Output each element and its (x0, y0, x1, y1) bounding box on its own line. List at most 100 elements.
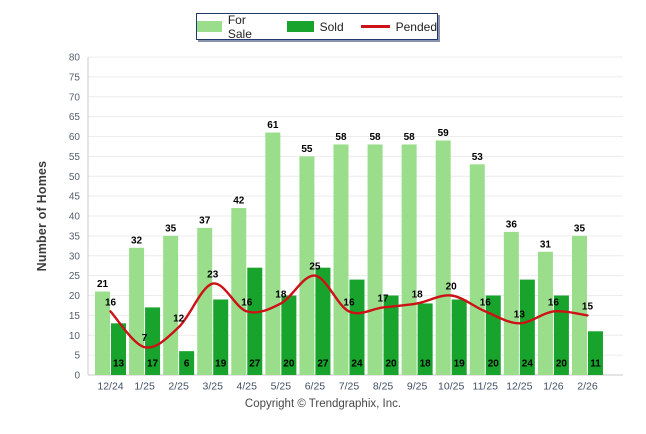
for-sale-bar (299, 156, 315, 375)
y-tick-label: 60 (69, 132, 81, 143)
sold-value-label: 24 (522, 359, 534, 370)
legend-item-pended: Pended (360, 19, 437, 34)
pended-value-label: 16 (343, 297, 355, 308)
x-tick-label: 8/25 (373, 381, 394, 393)
pended-value-label: 16 (105, 297, 117, 308)
legend-label-for-sale: For Sale (227, 12, 252, 41)
for-sale-bar (163, 235, 179, 375)
sold-value-label: 18 (420, 359, 432, 370)
y-tick-label: 80 (69, 53, 81, 64)
for-sale-bar (129, 247, 145, 375)
y-tick-label: 30 (69, 251, 81, 262)
for-sale-bar (367, 144, 383, 375)
sold-bar (111, 323, 126, 375)
y-tick-label: 55 (69, 152, 81, 163)
sold-value-label: 27 (317, 359, 329, 370)
for-sale-bar (435, 140, 451, 375)
pended-line (109, 274, 589, 349)
sold-value-label: 13 (113, 359, 125, 370)
pended-value-label: 17 (377, 293, 389, 304)
for-sale-bar (231, 208, 247, 375)
for-sale-value-label: 37 (199, 215, 211, 226)
for-sale-value-label: 53 (472, 152, 484, 163)
legend-label-pended: Pended (395, 19, 437, 34)
y-tick-label: 15 (69, 311, 81, 322)
y-tick-label: 25 (69, 271, 81, 282)
for-sale-bar (469, 164, 485, 375)
x-tick-label: 5/25 (271, 381, 292, 393)
sold-bar (213, 299, 229, 375)
pended-value-label: 20 (446, 282, 458, 293)
sold-bar (417, 303, 433, 375)
x-tick-label: 4/25 (237, 381, 258, 393)
sold-value-label: 20 (488, 359, 500, 370)
for-sale-value-label: 31 (540, 239, 552, 250)
for-sale-bar (265, 132, 281, 375)
for-sale-value-label: 58 (335, 132, 347, 143)
x-tick-label: 7/25 (339, 381, 360, 393)
y-tick-label: 5 (74, 351, 80, 362)
y-tick-label: 70 (69, 92, 81, 103)
sold-value-label: 6 (184, 359, 190, 370)
sold-bar (349, 279, 365, 375)
x-tick-label: 10/25 (438, 381, 464, 393)
sold-bar (315, 267, 331, 375)
y-tick-label: 50 (69, 172, 81, 183)
sold-value-label: 20 (385, 359, 397, 370)
sold-value-label: 19 (454, 359, 466, 370)
x-tick-label: 1/26 (543, 381, 564, 393)
y-tick-label: 65 (69, 112, 81, 123)
for-sale-bar (197, 227, 213, 375)
pended-value-label: 25 (309, 262, 321, 273)
for-sale-value-label: 35 (574, 223, 586, 234)
sold-value-label: 24 (351, 359, 363, 370)
pended-value-label: 23 (207, 270, 219, 281)
legend-item-for-sale: For Sale (197, 13, 270, 41)
copyright-text: Copyright © Trendgraphix, Inc. (244, 398, 402, 410)
for-sale-value-label: 21 (97, 279, 109, 290)
legend-label-sold: Sold (319, 19, 344, 34)
y-tick-label: 0 (74, 371, 80, 382)
for-sale-value-label: 61 (267, 120, 279, 131)
for-sale-value-label: 58 (369, 132, 381, 143)
y-tick-label: 10 (69, 331, 81, 342)
for-sale-value-label: 55 (301, 144, 313, 155)
x-tick-label: 3/25 (202, 381, 223, 393)
legend: For Sale Sold Pended (196, 13, 438, 41)
for-sale-bar (333, 144, 349, 375)
legend-item-sold: Sold (286, 19, 344, 34)
sold-value-label: 20 (283, 359, 295, 370)
pended-value-label: 16 (480, 297, 492, 308)
y-tick-label: 20 (69, 291, 81, 302)
pended-value-label: 13 (514, 309, 526, 320)
for-sale-value-label: 42 (233, 196, 245, 207)
pended-value-label: 18 (412, 289, 424, 300)
pended-value-label: 18 (275, 289, 287, 300)
sold-bar (553, 295, 569, 375)
sold-bar (519, 279, 535, 375)
sold-bar (247, 267, 263, 375)
x-tick-label: 9/25 (407, 381, 428, 393)
sold-color-swatch (286, 21, 314, 32)
sold-bar (179, 351, 195, 375)
for-sale-value-label: 36 (506, 219, 518, 230)
pended-value-label: 15 (582, 301, 594, 312)
sold-bar (281, 295, 297, 375)
for-sale-bar (95, 291, 110, 375)
sold-bar (451, 299, 467, 375)
for-sale-bar (571, 235, 587, 375)
x-tick-label: 2/26 (577, 381, 598, 393)
x-tick-label: 6/25 (305, 381, 326, 393)
pended-value-label: 16 (548, 297, 560, 308)
sold-value-label: 27 (249, 359, 261, 370)
for-sale-value-label: 59 (438, 128, 450, 139)
x-tick-label: 2/25 (168, 381, 189, 393)
sold-value-label: 19 (215, 359, 227, 370)
for-sale-bar (401, 144, 417, 375)
pended-line-swatch (360, 25, 390, 28)
pended-value-label: 12 (173, 313, 185, 324)
y-tick-label: 75 (69, 72, 81, 83)
for-sale-bar (503, 231, 519, 375)
